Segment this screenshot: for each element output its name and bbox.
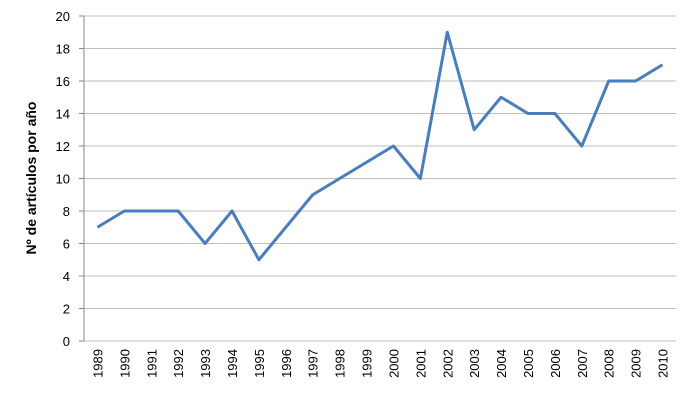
x-tick-label: 1993 [198,349,213,378]
y-tick-label: 16 [56,74,70,89]
x-tick-label: 1992 [171,349,186,378]
y-tick-label: 18 [56,42,70,57]
y-tick-label: 10 [56,172,70,187]
x-tick-label: 2003 [467,349,482,378]
y-tick-label: 14 [56,107,70,122]
y-tick-label: 2 [63,302,70,317]
x-tick-label: 2002 [440,349,455,378]
line [96,30,664,262]
x-tick-label: 2010 [656,349,671,378]
x-tick-label: 2005 [521,349,536,378]
y-tick-label: 8 [63,204,70,219]
y-tick-label: 12 [56,139,70,154]
x-tick-label: 2000 [386,349,401,378]
y-tick-label: 4 [63,269,70,284]
y-axis-label: Nº de artículos por año [23,102,39,255]
x-tick-label: 2007 [575,349,590,378]
x-tick-label: 2006 [548,349,563,378]
x-tick-label: 2004 [494,349,509,378]
x-tick-label: 2008 [602,349,617,378]
x-tick-label: 1989 [90,349,105,378]
x-tick-label: 1995 [252,349,267,378]
x-tick-label: 1997 [306,349,321,378]
x-tick-label: 1990 [117,349,132,378]
x-tick-label: 2001 [413,349,428,378]
x-tick-label: 1996 [279,349,294,378]
y-tick-label: 20 [56,9,70,24]
y-tick-label: 0 [63,334,70,349]
x-tick-label: 2009 [629,349,644,378]
x-tick-label: 1998 [333,349,348,378]
x-tick-label: 1994 [225,349,240,378]
x-tick-label: 1991 [144,349,159,378]
y-tick-label: 6 [63,237,70,252]
x-tick-label: 1999 [360,349,375,378]
